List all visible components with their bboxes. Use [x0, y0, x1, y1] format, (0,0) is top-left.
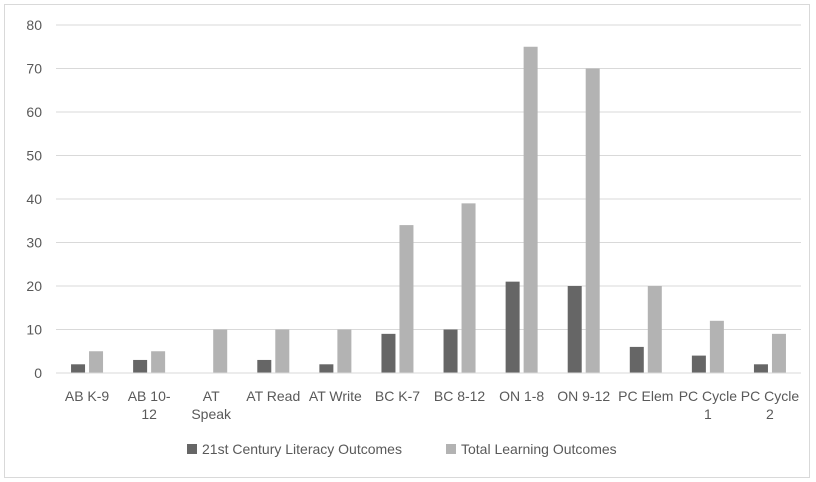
- bar-total-outcomes: [523, 46, 538, 373]
- x-tick-label: ON 9-12: [557, 388, 610, 404]
- bar-21st-century: [257, 359, 272, 373]
- legend-label-21st-century: 21st Century Literacy Outcomes: [202, 441, 402, 457]
- bar-21st-century: [71, 364, 86, 373]
- bar-total-outcomes: [585, 68, 600, 373]
- y-tick-label: 0: [34, 365, 42, 381]
- x-tick-label: AB K-9: [65, 388, 110, 404]
- x-tick-label: AT Read: [246, 388, 300, 404]
- bar-21st-century: [381, 333, 396, 373]
- bar-total-outcomes: [771, 333, 786, 373]
- bar-21st-century: [629, 346, 644, 373]
- bar-total-outcomes: [89, 351, 104, 373]
- x-tick-label: 12: [141, 406, 157, 422]
- y-tick-label: 60: [26, 104, 42, 120]
- y-tick-label: 20: [26, 278, 42, 294]
- bar-total-outcomes: [461, 203, 476, 373]
- bar-21st-century: [133, 359, 148, 373]
- x-tick-label: PC Cycle: [741, 388, 800, 404]
- bar-21st-century: [691, 355, 706, 373]
- bar-total-outcomes: [337, 329, 352, 373]
- legend-swatch-21st-century: [187, 444, 197, 454]
- x-tick-label: AT: [203, 388, 220, 404]
- y-tick-label: 40: [26, 191, 42, 207]
- y-tick-label: 10: [26, 322, 42, 338]
- y-tick-label: 50: [26, 148, 42, 164]
- bar-total-outcomes: [213, 329, 228, 373]
- bar-total-outcomes: [647, 286, 662, 373]
- y-tick-label: 70: [26, 61, 42, 77]
- x-tick-label: 1: [704, 406, 712, 422]
- bar-21st-century: [567, 286, 582, 373]
- legend-swatch-total-outcomes: [446, 444, 456, 454]
- bar-21st-century: [443, 329, 458, 373]
- bars: [71, 46, 786, 373]
- bar-total-outcomes: [151, 351, 166, 373]
- x-tick-label: BC K-7: [375, 388, 420, 404]
- x-tick-label: PC Elem: [618, 388, 673, 404]
- y-tick-label: 30: [26, 235, 42, 251]
- y-tick-label: 80: [26, 17, 42, 33]
- legend: 21st Century Literacy Outcomes Total Lear…: [187, 441, 617, 457]
- bar-total-outcomes: [709, 320, 724, 373]
- legend-label-total-outcomes: Total Learning Outcomes: [461, 441, 617, 457]
- bar-total-outcomes: [275, 329, 290, 373]
- bar-21st-century: [753, 364, 768, 373]
- x-tick-label: Speak: [191, 406, 232, 422]
- x-tick-label: ON 1-8: [499, 388, 544, 404]
- bar-total-outcomes: [399, 225, 414, 373]
- x-tick-label: BC 8-12: [434, 388, 486, 404]
- x-tick-label: AT Write: [309, 388, 362, 404]
- bar-21st-century: [319, 364, 334, 373]
- x-tick-label: AB 10-: [128, 388, 171, 404]
- gridlines: [56, 24, 801, 330]
- bar-21st-century: [505, 281, 520, 373]
- x-tick-label: PC Cycle: [679, 388, 738, 404]
- x-tick-label: 2: [766, 406, 774, 422]
